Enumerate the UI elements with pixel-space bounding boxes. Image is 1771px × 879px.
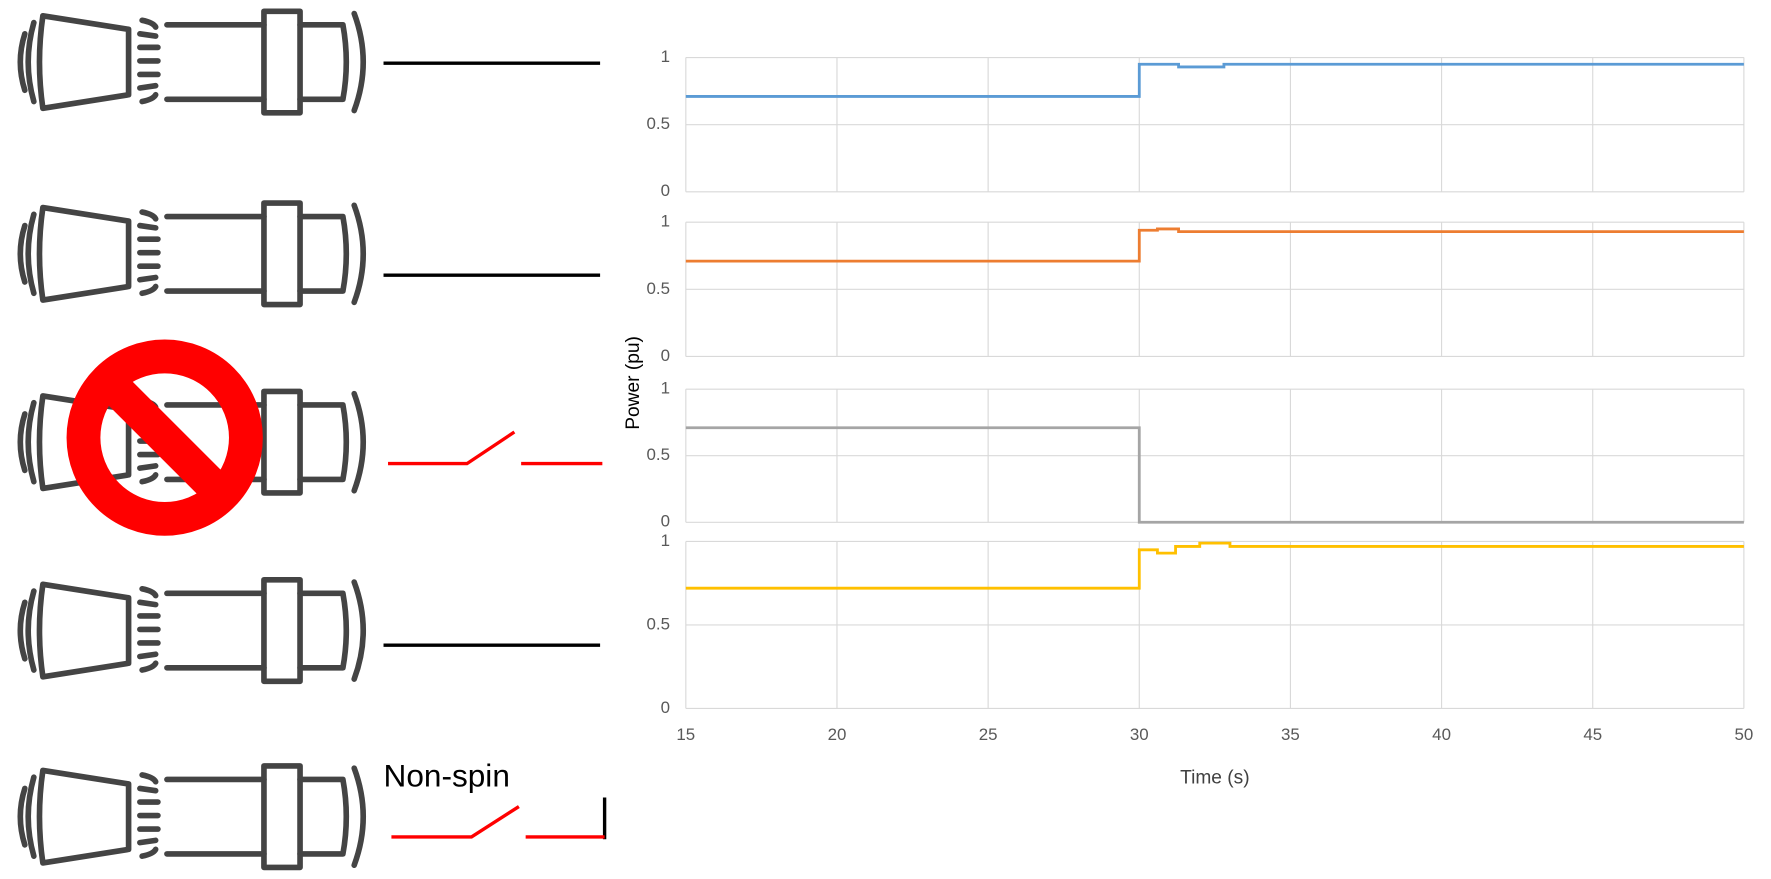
y-tick-label: 0.5 [647, 445, 671, 464]
y-axis-label: Power (pu) [623, 336, 644, 430]
y-tick-label: 0 [661, 698, 670, 717]
x-tick-label: 25 [979, 725, 998, 744]
y-tick-label: 1 [661, 212, 670, 231]
y-tick-label: 0.5 [647, 114, 671, 133]
x-tick-label: 30 [1130, 725, 1149, 744]
y-tick-label: 1 [661, 531, 670, 550]
connections [384, 63, 605, 839]
x-tick-label: 45 [1583, 725, 1602, 744]
line-series [686, 229, 1744, 261]
prohibited-sign [83, 356, 245, 518]
y-tick-label: 0 [661, 346, 670, 365]
y-tick-label: 0.5 [647, 279, 671, 298]
generator-icon [20, 11, 363, 113]
y-tick-label: 0 [661, 512, 670, 531]
figure: Non-spin 00.5100.5100.51Power (pu)00.511… [0, 0, 1771, 879]
y-tick-label: 1 [661, 379, 670, 398]
x-tick-label: 20 [828, 725, 847, 744]
generator-icon [20, 203, 363, 305]
x-tick-label: 15 [676, 725, 695, 744]
x-axis-label: Time (s) [1180, 767, 1250, 788]
x-tick-label: 40 [1432, 725, 1451, 744]
line-series [686, 64, 1744, 96]
generator-icon [20, 580, 363, 682]
y-tick-label: 0.5 [647, 614, 671, 633]
y-tick-label: 0 [661, 181, 670, 200]
x-tick-label: 35 [1281, 725, 1300, 744]
x-tick-label: 50 [1734, 725, 1753, 744]
annotation: Non-spin [384, 758, 510, 794]
line-series [686, 543, 1744, 588]
y-tick-label: 1 [661, 47, 670, 66]
line-series [686, 428, 1744, 523]
generator-icon [20, 766, 363, 868]
